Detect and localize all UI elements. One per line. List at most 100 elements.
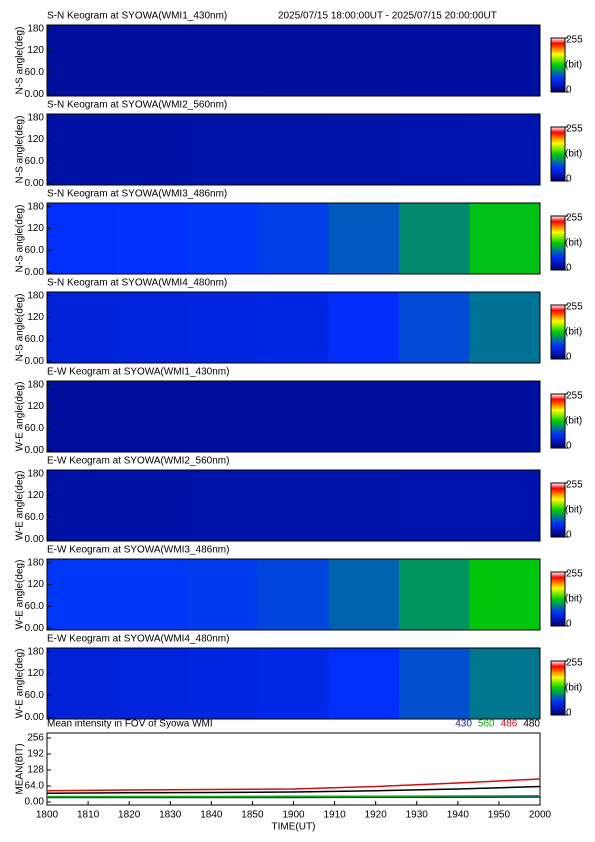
y-tick-label: 180 [27, 379, 44, 390]
y-tick-label: 0.00 [25, 89, 45, 100]
colorbar-tick-label: 0 [566, 174, 572, 185]
y-axis-label: MEAN(BIT) [15, 743, 26, 794]
panel-title: E-W Keogram at SYOWA(WMI3_486nm) [47, 545, 229, 556]
colorbar-tick-label: 0 [566, 85, 572, 96]
keogram-column [47, 203, 118, 274]
colorbar [550, 304, 566, 360]
keogram-column [328, 381, 400, 452]
panel-title: S-N Keogram at SYOWA(WMI2_560nm) [47, 100, 227, 111]
colorbar-label: (bit) [565, 327, 582, 338]
x-tick-label: 1920 [365, 810, 388, 821]
series-line [46, 778, 541, 792]
keogram-column [399, 381, 471, 452]
keogram-column [399, 470, 471, 541]
frame [46, 380, 541, 453]
keogram-column [399, 648, 471, 719]
colorbar [550, 571, 566, 627]
colorbar [550, 37, 566, 93]
colorbar-tick-label: 255 [566, 302, 583, 313]
x-axis-label: TIME(UT) [272, 822, 316, 833]
keogram-column [187, 292, 259, 363]
keogram-column [469, 559, 541, 630]
keogram-column [258, 203, 330, 274]
y-tick-label: 0.00 [25, 267, 45, 278]
keogram-column [328, 648, 400, 719]
frame [46, 24, 541, 97]
colorbar [550, 660, 566, 716]
colorbar-tick-label: 0 [566, 619, 572, 630]
keogram-column [47, 381, 118, 452]
keogram-column [47, 648, 118, 719]
colorbar-tick-label: 0 [566, 352, 572, 363]
colorbar-label: (bit) [565, 149, 582, 160]
legend-entry: 480 [523, 719, 540, 730]
colorbar-tick-label: 255 [566, 124, 583, 135]
keogram-column [399, 559, 471, 630]
colorbar-tick-label: 255 [566, 480, 583, 491]
x-tick-label: 1810 [77, 810, 100, 821]
legend-entry: 486 [501, 719, 518, 730]
chart-title: Mean intensity in FOV of Syowa WMI [47, 719, 213, 730]
frame [46, 113, 541, 186]
y-tick-label: 180 [27, 468, 44, 479]
y-tick-label: 120 [27, 579, 44, 590]
y-axis-label: W-E angle(deg) [15, 560, 26, 630]
x-tick-label: 1930 [406, 810, 429, 821]
keogram-column [117, 470, 189, 541]
y-tick-label: 60.0 [25, 245, 45, 256]
frame [46, 202, 541, 275]
y-tick-label: 120 [27, 312, 44, 323]
y-tick-label: 60.0 [25, 601, 45, 612]
keogram-column [469, 381, 541, 452]
series-line [46, 785, 541, 794]
panel-title: S-N Keogram at SYOWA(WMI4_480nm) [47, 278, 227, 289]
keogram-column [187, 114, 259, 185]
keogram-column [399, 114, 471, 185]
keogram-column [187, 25, 259, 96]
keogram-column [258, 470, 330, 541]
keogram-column [399, 25, 471, 96]
y-tick-label: 0.00 [25, 534, 45, 545]
y-tick-label: 60.0 [25, 423, 45, 434]
colorbar-label: (bit) [565, 238, 582, 249]
keogram-column [328, 292, 400, 363]
keogram-column [328, 470, 400, 541]
colorbar-tick-label: 255 [566, 213, 583, 224]
keogram-column [469, 292, 541, 363]
keogram-column [47, 25, 118, 96]
y-tick-label: 64.0 [25, 781, 45, 792]
keogram-column [187, 203, 259, 274]
y-axis-label: N-S angle(deg) [15, 27, 26, 95]
colorbar [550, 482, 566, 538]
y-tick-label: 256 [27, 733, 44, 744]
y-tick-label: 180 [27, 557, 44, 568]
keogram-column [258, 559, 330, 630]
legend-entry: 560 [478, 719, 495, 730]
keogram-column [117, 648, 189, 719]
keogram-column [187, 648, 259, 719]
colorbar-tick-label: 0 [566, 530, 572, 541]
y-tick-label: 120 [27, 401, 44, 412]
keogram-column [399, 292, 471, 363]
colorbar-label: (bit) [565, 416, 582, 427]
frame [46, 558, 541, 631]
keogram-column [117, 114, 189, 185]
y-axis-label: N-S angle(deg) [15, 294, 26, 362]
colorbar [550, 126, 566, 182]
keogram-column [328, 203, 400, 274]
keogram-column [469, 114, 541, 185]
keogram-column [187, 559, 259, 630]
colorbar-tick-label: 255 [566, 569, 583, 580]
y-tick-label: 120 [27, 134, 44, 145]
series-line [47, 796, 541, 799]
x-tick-label: 1840 [200, 810, 223, 821]
y-tick-label: 120 [27, 45, 44, 56]
y-tick-label: 0.00 [25, 178, 45, 189]
keogram-column [469, 648, 541, 719]
colorbar-tick-label: 255 [566, 391, 583, 402]
y-axis-label: N-S angle(deg) [15, 116, 26, 184]
y-axis-label: W-E angle(deg) [15, 382, 26, 452]
x-tick-label: 1950 [488, 810, 511, 821]
colorbar-label: (bit) [565, 60, 582, 71]
